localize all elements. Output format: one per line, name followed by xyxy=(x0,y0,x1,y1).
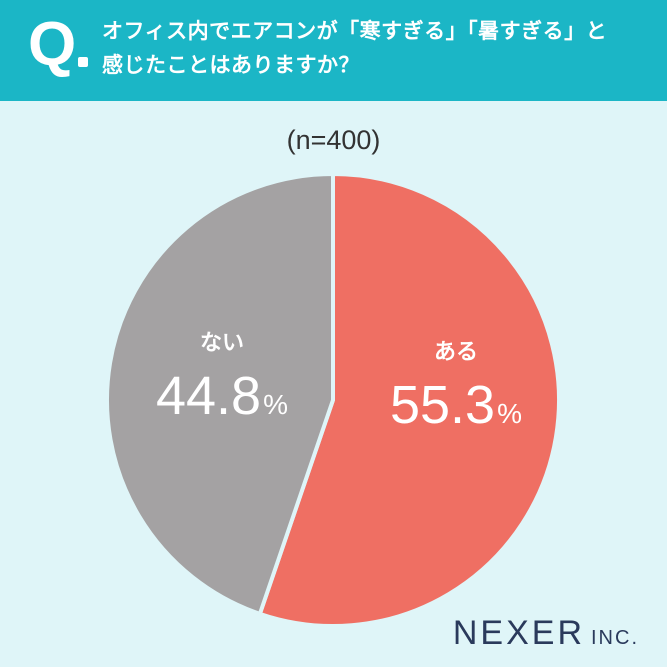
slice-value-aru: 55.3% xyxy=(389,375,522,435)
pie-slice-nai xyxy=(105,172,335,616)
q-dot xyxy=(78,57,88,67)
question-header: Q オフィス内でエアコンが「寒すぎる」「暑すぎる」と 感じたことはありますか？ xyxy=(0,0,667,101)
slice-label-nai: ない 44.8% xyxy=(132,331,312,426)
sample-size-label: (n=400) xyxy=(286,125,381,155)
nexer-logo: NEXER INC. xyxy=(452,614,639,652)
slice-name-aru: ある xyxy=(433,340,478,365)
question-text: オフィス内でエアコンが「寒すぎる」「暑すぎる」と 感じたことはありますか？ xyxy=(102,14,647,82)
question-line-2: 感じたことはありますか？ xyxy=(102,53,360,77)
slice-name-nai: ない xyxy=(199,331,244,356)
slice-value-nai: 44.8% xyxy=(155,366,288,426)
slice-label-aru: ある 55.3% xyxy=(366,340,546,435)
question-line-1: オフィス内でエアコンが「寒すぎる」「暑すぎる」と xyxy=(102,19,608,43)
q-mark: Q xyxy=(28,10,77,79)
